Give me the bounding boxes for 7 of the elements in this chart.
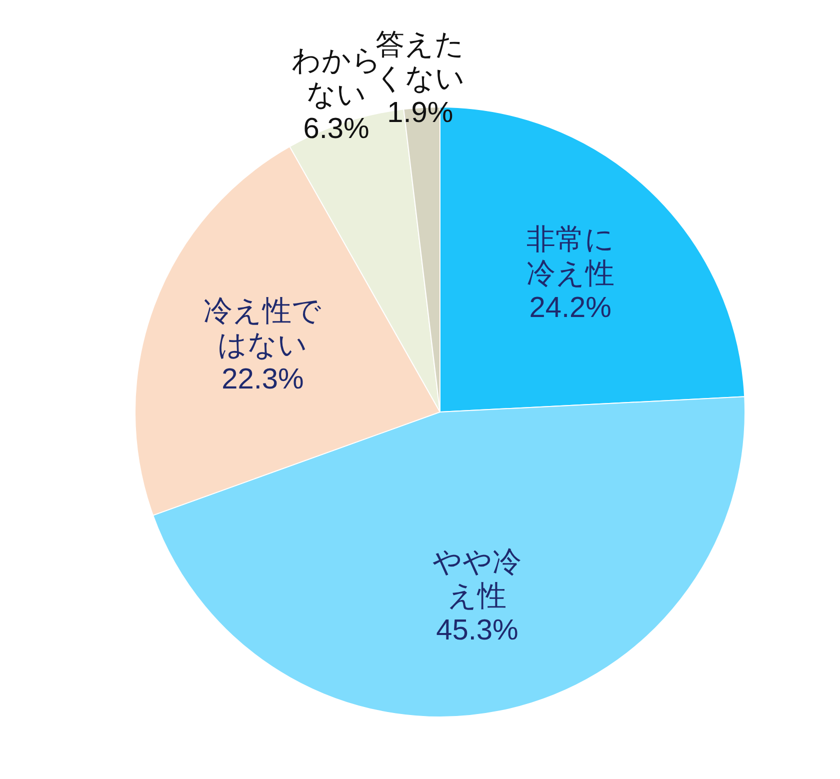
slice-label: 冷え性ではない <box>204 294 322 361</box>
data-label: 45.3% <box>436 614 518 646</box>
data-label: 22.3% <box>222 362 304 395</box>
slice-label: やや冷え性 <box>432 546 522 612</box>
data-label: 24.2% <box>529 292 612 324</box>
data-label: 6.3% <box>303 112 370 145</box>
slice-label: 非常に冷え性 <box>526 224 614 290</box>
